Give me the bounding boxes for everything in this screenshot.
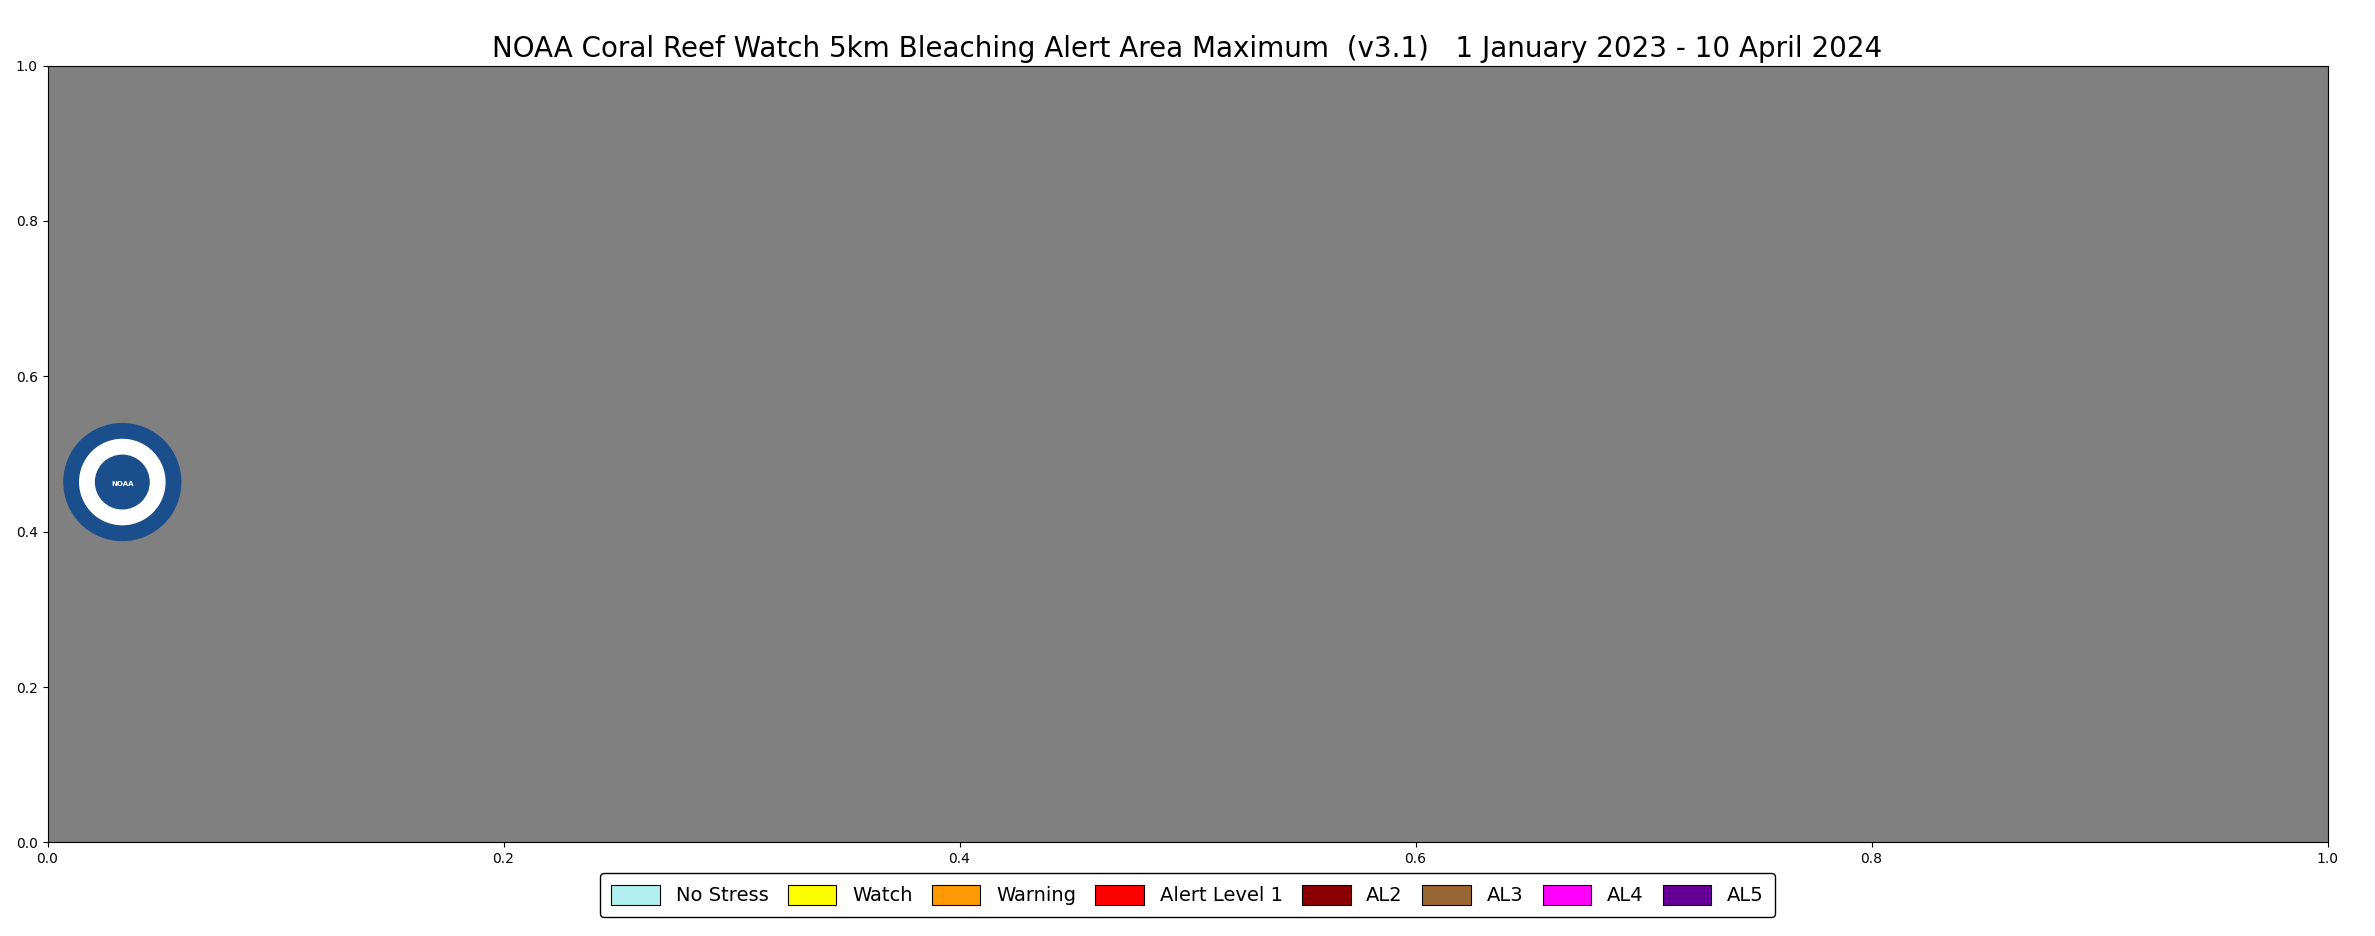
Text: NOAA: NOAA xyxy=(112,481,133,488)
Circle shape xyxy=(64,424,180,540)
Legend: No Stress, Watch, Warning, Alert Level 1, AL2, AL3, AL4, AL5: No Stress, Watch, Warning, Alert Level 1… xyxy=(598,873,1776,917)
Circle shape xyxy=(95,455,150,509)
Circle shape xyxy=(81,439,164,524)
Title: NOAA Coral Reef Watch 5km Bleaching Alert Area Maximum  (v3.1)   1 January 2023 : NOAA Coral Reef Watch 5km Bleaching Aler… xyxy=(492,36,1883,64)
